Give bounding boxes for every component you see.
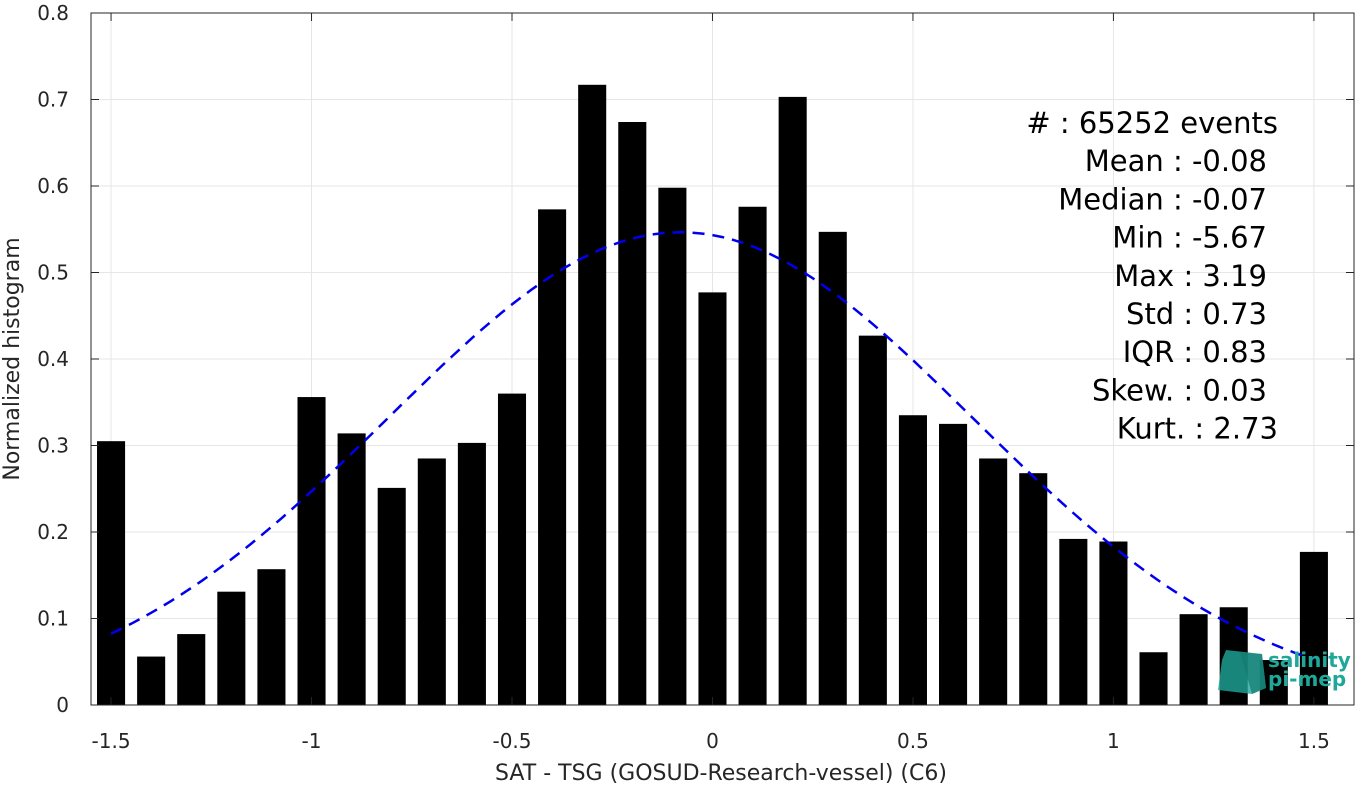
x-tick-label: -1 [302,729,322,753]
histogram-bar [939,423,968,705]
histogram-bar [698,292,727,705]
histogram-bar [377,487,406,705]
logo-line-1: salinity [1268,648,1351,672]
histogram-bar [297,397,326,705]
histogram-bar [578,84,607,706]
y-tick-label: 0 [56,693,69,717]
histogram-bar [898,415,927,705]
stat-line: Max : 3.19 [1114,259,1267,293]
histogram-bar [497,393,527,705]
histogram-bar [1059,538,1088,705]
logo-mark-icon-shade [1240,652,1266,694]
x-tick-label: 1.5 [1298,729,1330,753]
y-tick-label: 0.7 [37,88,69,112]
stat-line: Kurt. : 2.73 [1117,412,1278,446]
histogram-bar [979,458,1008,705]
histogram-bars [97,84,1328,706]
histogram-bar [658,187,687,706]
y-tick-label: 0.1 [37,607,69,631]
histogram-bar [778,96,807,705]
stat-line: # : 65252 events [1026,106,1278,140]
stat-line: IQR : 0.83 [1123,335,1267,369]
stat-line: Std : 0.73 [1126,297,1267,331]
histogram-bar [738,206,767,705]
gaussian-fit-curve [110,231,1315,661]
histogram-bar [1139,652,1168,705]
stat-line: Skew. : 0.03 [1092,373,1267,407]
histogram-bar [457,442,486,705]
y-tick-label: 0.2 [37,520,69,544]
histogram-bar [1099,541,1128,705]
histogram-bar [1299,551,1328,705]
histogram-bar [257,569,286,705]
histogram-bar [137,656,166,705]
histogram-bar [538,209,567,706]
x-tick-label: 0.5 [897,729,929,753]
histogram-bar [818,231,847,705]
stat-line: Min : -5.67 [1112,221,1267,255]
histogram-bar [1179,614,1208,705]
x-tick-label: 1 [1107,729,1120,753]
histogram-bar [1019,473,1048,705]
histogram-bar [858,335,887,705]
logo-line-2: pi-mep [1268,667,1346,691]
stat-line: Mean : -0.08 [1085,144,1267,178]
histogram-bar [337,433,366,705]
y-tick-label: 0.8 [37,1,69,25]
y-tick-label: 0.5 [37,261,69,285]
y-axis-ticks: 0 0.1 0.2 0.3 0.4 0.5 0.6 0.7 0.8 [37,1,1354,717]
histogram-bar [97,441,126,705]
salinity-pi-mep-logo: salinity pi-mep [1218,648,1351,694]
y-tick-label: 0.4 [37,347,69,371]
x-axis-ticks: -1.5 -1 -0.5 0 0.5 1 1.5 [92,13,1330,753]
x-axis-label: SAT - TSG (GOSUD-Research-vessel) (C6) [495,761,947,785]
stat-line: Median : -0.07 [1058,182,1267,216]
y-tick-label: 0.3 [37,434,69,458]
statistics-annotation: # : 65252 events Mean : -0.08 Median : -0.… [1026,106,1278,446]
histogram-bar [217,591,246,705]
y-axis-label: Normalized histogram [0,237,25,480]
x-tick-label: -1.5 [92,729,131,753]
histogram-bar [618,121,647,706]
x-tick-label: -0.5 [492,729,531,753]
y-tick-label: 0.6 [37,174,69,198]
histogram-bar [177,634,206,705]
x-tick-label: 0 [706,729,719,753]
histogram-bar [417,458,446,705]
